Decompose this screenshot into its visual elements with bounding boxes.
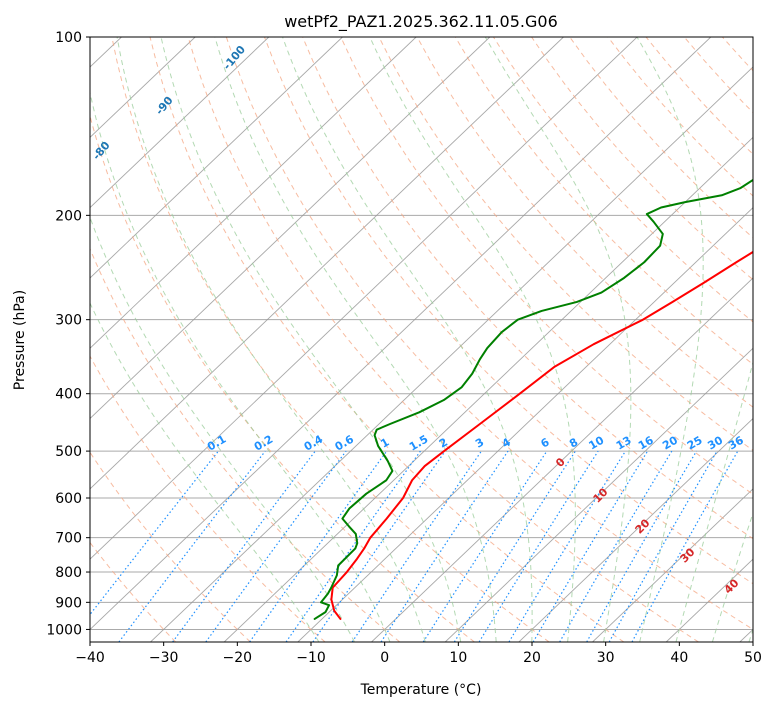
chart-title: wetPf2_PAZ1.2025.362.11.05.G06 <box>284 12 558 32</box>
dewpoint-line <box>313 178 753 620</box>
x-tick-label: −30 <box>149 650 179 666</box>
isotherm-line <box>518 417 753 642</box>
isotherm-lines <box>90 37 753 642</box>
isotherm-line <box>223 136 753 642</box>
y-tick-label: 900 <box>55 595 82 611</box>
mixing-ratio-line <box>312 450 446 642</box>
isotherm-line <box>90 37 270 209</box>
moist-adiabat-line <box>160 37 462 642</box>
mixing-ratio-line <box>422 450 548 642</box>
mixing-ratio-line <box>508 450 626 642</box>
mixing-ratio-line <box>631 450 739 642</box>
y-tick-label: 100 <box>55 30 82 46</box>
y-tick-label: 200 <box>55 208 82 224</box>
mixing-ratio-line <box>249 450 388 642</box>
isotherm-line <box>90 37 712 631</box>
y-tick-label: 600 <box>55 491 82 507</box>
y-tick-label: 800 <box>55 565 82 581</box>
mixing-ratio-line <box>118 450 266 642</box>
dry-adiabat-label: -70 <box>25 187 48 211</box>
mixing-ratio-line <box>172 450 316 642</box>
x-tick-label: 50 <box>744 650 762 666</box>
dry-adiabats <box>90 37 775 642</box>
x-tick-label: 10 <box>449 650 467 666</box>
dry-adiabat-line <box>90 247 401 642</box>
sounding-series <box>313 178 753 620</box>
x-tick-label: 40 <box>670 650 688 666</box>
dry-adiabat-line <box>149 37 625 642</box>
moist-adiabat-line <box>90 90 391 642</box>
y-tick-label: 500 <box>55 444 82 460</box>
temperature-line <box>330 250 753 620</box>
isotherm-line <box>90 37 343 279</box>
isotherm-line <box>90 37 491 420</box>
mixing-ratio-lines <box>90 450 739 642</box>
moist-adiabat-line <box>90 301 320 642</box>
isotherm-line <box>90 37 564 490</box>
mixing-ratio-line <box>608 450 718 642</box>
dry-adiabat-line <box>761 37 775 642</box>
mixing-ratio-line <box>453 450 576 642</box>
moist-adiabat-line <box>282 37 533 642</box>
moist-adiabat-line <box>369 37 576 642</box>
dry-adiabat-line <box>90 541 177 642</box>
y-tick-label: 700 <box>55 531 82 547</box>
dry-adiabat-line <box>302 37 753 540</box>
mixing-ratio-line <box>380 450 509 642</box>
x-tick-label: −20 <box>223 650 253 666</box>
mixing-ratio-line <box>285 450 421 642</box>
plot-area <box>90 37 753 642</box>
moist-adiabat-line <box>116 37 426 642</box>
isotherm-line <box>444 347 753 642</box>
dry-adiabat-line <box>378 37 753 452</box>
x-tick-label: −10 <box>296 650 326 666</box>
y-tick-label: 1000 <box>46 622 82 638</box>
y-axis: 100 200 300 400 500 600 700 800 900 1000 <box>46 30 90 638</box>
x-tick-label: −40 <box>75 650 105 666</box>
y-tick-label: 300 <box>55 313 82 329</box>
mixing-ratio-line <box>205 450 347 642</box>
plot-frame <box>89 36 754 643</box>
x-tick-label: 30 <box>597 650 615 666</box>
x-axis: −40 −30 −20 −10 0 10 20 30 40 50 <box>75 642 762 666</box>
dry-adiabat-line <box>340 37 753 495</box>
x-tick-label: 20 <box>523 650 541 666</box>
x-axis-title: Temperature (°C) <box>360 682 482 698</box>
mixing-ratio-line <box>351 450 482 642</box>
isotherm-line <box>90 37 417 349</box>
x-tick-label: 0 <box>380 650 389 666</box>
isotherm-line <box>371 277 753 642</box>
dry-adiabat-line <box>90 113 475 642</box>
isotherm-line <box>150 66 753 642</box>
y-tick-label: 400 <box>55 387 82 403</box>
isotherm-line <box>592 488 753 642</box>
isotherm-line <box>90 37 638 560</box>
y-axis-title: Pressure (hPa) <box>12 290 28 390</box>
dry-adiabat-line <box>187 37 699 642</box>
